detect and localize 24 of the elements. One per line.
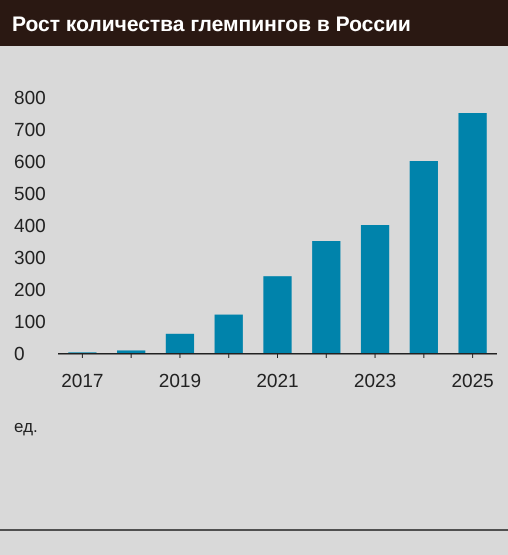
x-tick-label: 2021 bbox=[256, 371, 299, 392]
y-tick-label: 0 bbox=[14, 344, 25, 365]
x-tick-label: 2025 bbox=[451, 371, 494, 392]
bar bbox=[458, 113, 487, 353]
x-tick-label: 2019 bbox=[158, 371, 202, 392]
x-tick-label: 2017 bbox=[61, 371, 104, 392]
y-tick-label: 300 bbox=[14, 248, 46, 269]
bar bbox=[214, 314, 243, 353]
y-tick-label: 100 bbox=[14, 312, 46, 333]
bar bbox=[410, 161, 438, 353]
bar bbox=[263, 276, 292, 353]
y-tick-label: 200 bbox=[14, 280, 46, 301]
y-tick-label: 600 bbox=[14, 152, 46, 173]
x-tick-label: 2023 bbox=[354, 371, 396, 392]
bar bbox=[360, 225, 390, 353]
y-tick-label: 400 bbox=[14, 216, 46, 237]
y-axis-title: ед. bbox=[14, 417, 38, 436]
chart-title: Рост количества глемпингов в России bbox=[12, 13, 411, 36]
bar bbox=[117, 350, 146, 353]
bar bbox=[312, 241, 340, 353]
y-tick-label: 500 bbox=[14, 184, 46, 205]
y-tick-label: 700 bbox=[14, 120, 46, 141]
bar bbox=[166, 334, 194, 353]
y-tick-label: 800 bbox=[14, 88, 46, 109]
